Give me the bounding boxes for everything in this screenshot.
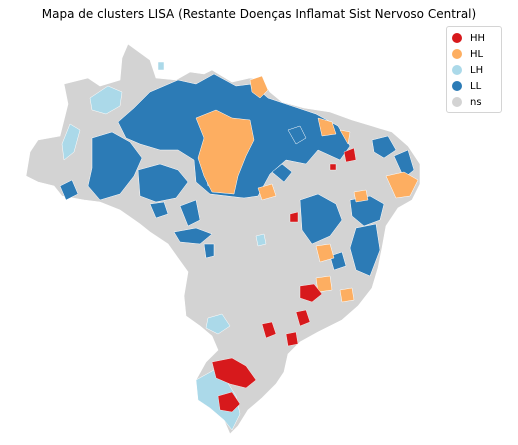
- legend-item-ll: LL: [452, 78, 497, 94]
- map-legend: HH HL LH LL ns: [446, 26, 502, 113]
- legend-item-ns: ns: [452, 94, 497, 110]
- legend-swatch-ns: [452, 97, 462, 107]
- legend-item-hl: HL: [452, 46, 497, 62]
- legend-item-lh: LH: [452, 62, 497, 78]
- legend-swatch-hh: [452, 33, 462, 43]
- legend-label-lh: LH: [470, 64, 484, 76]
- legend-item-hh: HH: [452, 30, 497, 46]
- legend-label-hl: HL: [470, 48, 484, 60]
- legend-label-hh: HH: [470, 32, 486, 44]
- map-title: Mapa de clusters LISA (Restante Doenças …: [41, 7, 477, 21]
- legend-label-ll: LL: [470, 80, 482, 92]
- legend-swatch-ll: [452, 81, 462, 91]
- legend-swatch-hl: [452, 49, 462, 59]
- lh-regions: [61, 61, 267, 431]
- hl-regions: [195, 75, 419, 303]
- hh-regions: [211, 147, 357, 413]
- legend-label-ns: ns: [470, 96, 482, 108]
- legend-swatch-lh: [452, 65, 462, 75]
